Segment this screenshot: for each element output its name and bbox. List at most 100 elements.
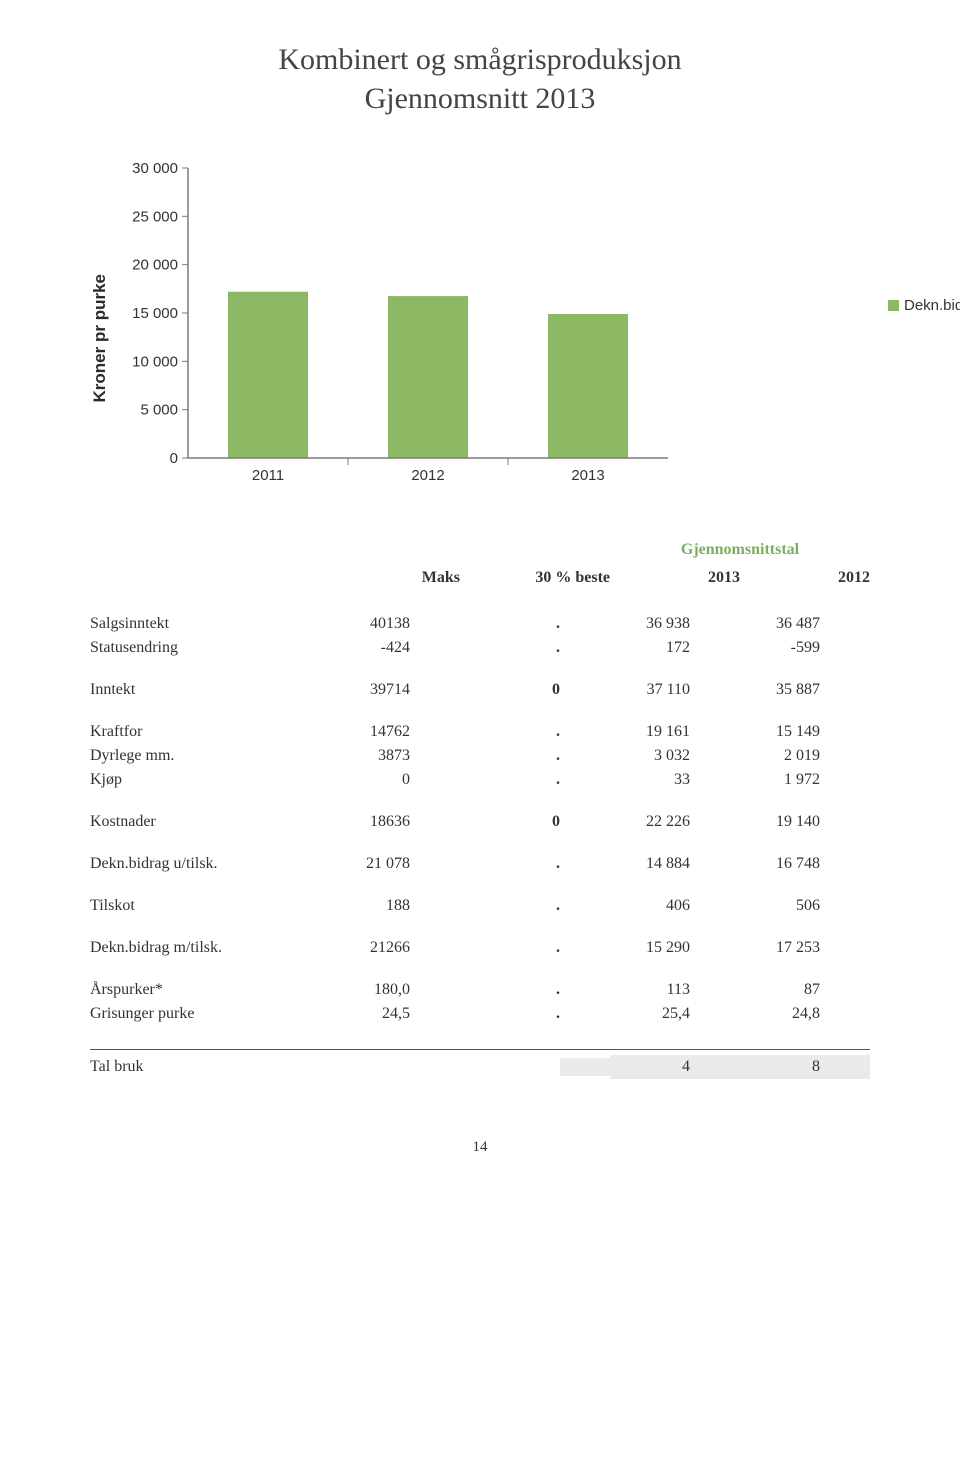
cell-value: 39714 bbox=[300, 681, 410, 699]
cell-value: 113 bbox=[560, 981, 690, 999]
svg-text:0: 0 bbox=[170, 450, 178, 467]
table-row-footer: Tal bruk 4 8 bbox=[90, 1055, 870, 1079]
cell-label: Kjøp bbox=[90, 771, 300, 789]
table-row: Årspurker* 180,0 . 113 87 bbox=[90, 978, 870, 1002]
cell-value: . bbox=[410, 615, 560, 633]
cell-label: Salgsinntekt bbox=[90, 615, 300, 633]
cell-value bbox=[300, 1058, 410, 1076]
svg-text:10 000: 10 000 bbox=[132, 353, 178, 370]
cell-value: 180,0 bbox=[300, 981, 410, 999]
y-axis-label: Kroner pr purke bbox=[90, 244, 110, 402]
cell-value: 19 140 bbox=[690, 813, 820, 831]
table-row: Statusendring -424 . 172 -599 bbox=[90, 636, 870, 660]
table-row: Grisunger purke 24,5 . 25,4 24,8 bbox=[90, 1002, 870, 1026]
cell-value: 19 161 bbox=[560, 723, 690, 741]
cell-value: 22 226 bbox=[560, 813, 690, 831]
cell-value: 87 bbox=[690, 981, 820, 999]
data-table: Gjennomsnittstal Maks 30 % beste 2013 20… bbox=[90, 538, 870, 1079]
table-row: Kjøp 0 . 33 1 972 bbox=[90, 768, 870, 792]
cell-value: 25,4 bbox=[560, 1005, 690, 1023]
cell-label: Dekn.bidrag u/tilsk. bbox=[90, 855, 300, 873]
header-beste: 30 % beste bbox=[460, 569, 610, 587]
cell-value: . bbox=[410, 723, 560, 741]
svg-text:20 000: 20 000 bbox=[132, 257, 178, 274]
table-row: Dekn.bidrag u/tilsk. 21 078 . 14 884 16 … bbox=[90, 852, 870, 876]
table-row: Kraftfor 14762 . 19 161 15 149 bbox=[90, 720, 870, 744]
title-line-1: Kombinert og smågrisproduksjon bbox=[278, 43, 681, 76]
chart-legend: Dekn.bidrag pr. purke bbox=[888, 297, 960, 314]
header-maks: Maks bbox=[350, 569, 460, 587]
cell-value: 14 884 bbox=[560, 855, 690, 873]
cell-value: . bbox=[410, 771, 560, 789]
cell-value: 21266 bbox=[300, 939, 410, 957]
cell-value: 3 032 bbox=[560, 747, 690, 765]
svg-text:15 000: 15 000 bbox=[132, 305, 178, 322]
header-group-label: Gjennomsnittstal bbox=[610, 541, 870, 559]
cell-value: . bbox=[410, 981, 560, 999]
table-row: Tilskot 188 . 406 506 bbox=[90, 894, 870, 918]
cell-value: . bbox=[410, 1005, 560, 1023]
cell-value: 3873 bbox=[300, 747, 410, 765]
table-row: Kostnader 18636 0 22 226 19 140 bbox=[90, 810, 870, 834]
table-row: Dekn.bidrag m/tilsk. 21266 . 15 290 17 2… bbox=[90, 936, 870, 960]
header-2012: 2012 bbox=[740, 569, 870, 587]
cell-label: Tal bruk bbox=[90, 1058, 300, 1076]
cell-value: 2 019 bbox=[690, 747, 820, 765]
cell-value: 4 bbox=[560, 1058, 690, 1076]
header-2013: 2013 bbox=[610, 569, 740, 587]
cell-value: 18636 bbox=[300, 813, 410, 831]
cell-value: 0 bbox=[410, 813, 560, 831]
cell-label: Inntekt bbox=[90, 681, 300, 699]
table-header-row: Maks 30 % beste 2013 2012 bbox=[90, 566, 870, 590]
table-row: Dyrlege mm. 3873 . 3 032 2 019 bbox=[90, 744, 870, 768]
cell-value: 1 972 bbox=[690, 771, 820, 789]
cell-value: 37 110 bbox=[560, 681, 690, 699]
chart-container: Kroner pr purke 0 5 000 10 000 15 000 20 000… bbox=[90, 158, 870, 488]
divider bbox=[90, 1049, 870, 1050]
page-title: Kombinert og smågrisproduksjon Gjennomsn… bbox=[90, 40, 870, 118]
svg-text:2011: 2011 bbox=[252, 467, 284, 484]
cell-value: 40138 bbox=[300, 615, 410, 633]
cell-value: 172 bbox=[560, 639, 690, 657]
page-number: 14 bbox=[90, 1139, 870, 1156]
cell-label: Statusendring bbox=[90, 639, 300, 657]
cell-value: 15 290 bbox=[560, 939, 690, 957]
svg-text:2012: 2012 bbox=[411, 467, 444, 484]
svg-text:2013: 2013 bbox=[571, 467, 604, 484]
table-header-group: Gjennomsnittstal bbox=[90, 538, 870, 562]
cell-value: 0 bbox=[410, 681, 560, 699]
cell-label: Dyrlege mm. bbox=[90, 747, 300, 765]
cell-value: 33 bbox=[560, 771, 690, 789]
cell-label: Årspurker* bbox=[90, 981, 300, 999]
cell-label: Kraftfor bbox=[90, 723, 300, 741]
cell-value: 406 bbox=[560, 897, 690, 915]
cell-value: . bbox=[410, 855, 560, 873]
cell-value: 14762 bbox=[300, 723, 410, 741]
svg-text:30 000: 30 000 bbox=[132, 160, 178, 177]
cell-label: Kostnader bbox=[90, 813, 300, 831]
svg-text:5 000: 5 000 bbox=[140, 402, 178, 419]
cell-value: 188 bbox=[300, 897, 410, 915]
table-row: Salgsinntekt 40138 . 36 938 36 487 bbox=[90, 612, 870, 636]
cell-value: 36 487 bbox=[690, 615, 820, 633]
title-line-2: Gjennomsnitt 2013 bbox=[365, 82, 596, 115]
legend-label: Dekn.bidrag pr. purke bbox=[904, 297, 960, 314]
cell-value: 506 bbox=[690, 897, 820, 915]
cell-value: 24,5 bbox=[300, 1005, 410, 1023]
cell-label: Grisunger purke bbox=[90, 1005, 300, 1023]
svg-text:25 000: 25 000 bbox=[132, 208, 178, 225]
cell-value: . bbox=[410, 939, 560, 957]
legend-swatch bbox=[888, 300, 899, 311]
cell-value: 8 bbox=[690, 1058, 820, 1076]
cell-value: -599 bbox=[690, 639, 820, 657]
cell-value: 17 253 bbox=[690, 939, 820, 957]
cell-value: 0 bbox=[300, 771, 410, 789]
cell-value: 16 748 bbox=[690, 855, 820, 873]
cell-value: -424 bbox=[300, 639, 410, 657]
cell-label: Tilskot bbox=[90, 897, 300, 915]
cell-value: . bbox=[410, 747, 560, 765]
cell-label: Dekn.bidrag m/tilsk. bbox=[90, 939, 300, 957]
cell-value: 21 078 bbox=[300, 855, 410, 873]
cell-value: . bbox=[410, 639, 560, 657]
bar-chart: 0 5 000 10 000 15 000 20 000 25 000 30 000 2011… bbox=[118, 158, 678, 488]
